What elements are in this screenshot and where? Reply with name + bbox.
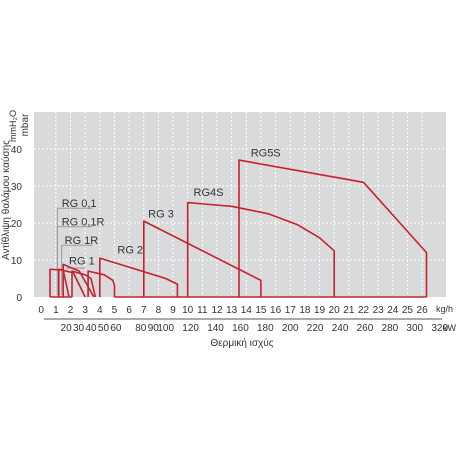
series-curve-rg-0-1 [49, 268, 70, 298]
x-tick-label-kgh-11: 11 [197, 305, 208, 316]
series-label-0: RG 0,1 [62, 198, 97, 210]
x-tick-label-kgh-0: 0 [38, 305, 44, 316]
y-tick-label-0: 0 [16, 293, 22, 304]
x-tick-label-kgh-18: 18 [299, 305, 311, 316]
x-tick-label-kw-16: 280 [382, 323, 399, 334]
x-tick-label-kgh-24: 24 [387, 305, 399, 316]
series-label-6: RG 3 [148, 208, 174, 220]
x-tick-label-kgh-1: 1 [53, 305, 59, 316]
x-tick-label-kgh-22: 22 [358, 305, 370, 316]
x-tick-label-kgh-14: 14 [241, 305, 253, 316]
x-tick-label-kgh-9: 9 [170, 305, 176, 316]
x-tick-label-kw-14: 240 [332, 323, 349, 334]
x-tick-label-kgh-13: 13 [226, 305, 238, 316]
series-label-4: RG 2 [117, 244, 143, 256]
x-tick-label-kgh-5: 5 [112, 305, 118, 316]
x-tick-label-kw-12: 200 [282, 323, 299, 334]
x-axis-title: Θερμική ισχύς [210, 337, 273, 349]
x-tick-label-kgh-20: 20 [329, 305, 341, 316]
series-curve-rg-1r [62, 263, 95, 298]
x-tick-label-kgh-17: 17 [285, 305, 297, 316]
x-tick-label-kgh-23: 23 [373, 305, 385, 316]
series-curve-rg-3 [143, 220, 262, 297]
x-tick-label-kw-7: 100 [157, 323, 174, 334]
x-tick-label-kgh-3: 3 [82, 305, 88, 316]
y-axis-title: Αντίθλιψη θαλάμου καύσης [0, 140, 12, 260]
x-tick-label-kw-9: 140 [207, 323, 224, 334]
x-tick-label-kw-17: 300 [406, 323, 423, 334]
x-tick-labels-kgh: 0 1 2 3 4 5 6 7 8 9 10 11 12 13 14 15 16 17 18 19 20 21 22 23 24… [38, 305, 428, 316]
x-tick-label-kgh-4: 4 [97, 305, 103, 316]
x-tick-label-kgh-25: 25 [402, 305, 414, 316]
y-tick-labels: 0 10 20 30 40 [11, 145, 23, 304]
series-group [49, 159, 428, 298]
series-label-8: RG5S [251, 147, 281, 159]
y-tick-label-2: 20 [11, 219, 23, 230]
x-tick-label-kw-8: 120 [182, 323, 199, 334]
y-unit-mmh2o: mmH₂O [8, 110, 18, 142]
series-curve-rg-0-1r [58, 268, 86, 298]
x-tick-label-kw-10: 160 [232, 323, 249, 334]
x-tick-label-kgh-15: 15 [255, 305, 267, 316]
x-tick-label-kgh-16: 16 [270, 305, 282, 316]
x-tick-label-kw-18: 320 [431, 323, 448, 334]
series-curve-rg4s [186, 201, 335, 297]
series-curve-unnamed-5 [99, 257, 179, 297]
x-tick-label-kgh-10: 10 [182, 305, 194, 316]
x-tick-label-kw-4: 60 [110, 323, 122, 334]
x-tick-label-kgh-12: 12 [211, 305, 223, 316]
x-unit-kw: kW [443, 323, 457, 333]
x-tick-label-kgh-21: 21 [343, 305, 355, 316]
x-tick-label-kgh-6: 6 [126, 305, 132, 316]
x-tick-label-kgh-7: 7 [141, 305, 147, 316]
x-tick-label-kw-13: 220 [307, 323, 324, 334]
x-tick-label-kgh-19: 19 [314, 305, 326, 316]
series-label-2: RG 1R [65, 235, 99, 247]
series-label-3: RG 1 [69, 255, 95, 267]
series-labels: RG 0,1 RG 0,1R RG 1R RG 1 RG 2 RG 3 RG4S RG5S [62, 147, 281, 267]
series-curve-rg5s [238, 159, 428, 297]
x-tick-label-kw-15: 260 [357, 323, 374, 334]
plot-background [34, 112, 446, 297]
x-tick-label-kw-5: 80 [135, 323, 147, 334]
y-tick-label-3: 30 [11, 182, 23, 193]
series-label-1: RG 0,1R [62, 217, 105, 229]
grid [34, 112, 446, 297]
series-label-7: RG4S [194, 187, 224, 199]
x-tick-label-kw-1: 30 [73, 323, 85, 334]
x-unit-kgh: kg/h [436, 304, 453, 314]
series-curve-rg-2 [87, 270, 116, 297]
x-tick-label-kw-3: 50 [98, 323, 110, 334]
label-connectors [56, 207, 93, 296]
x-tick-label-kgh-8: 8 [156, 305, 162, 316]
series-curve-rg-1 [71, 270, 97, 298]
x-tick-label-kw-0: 20 [61, 323, 73, 334]
x-tick-label-kgh-2: 2 [68, 305, 74, 316]
y-tick-label-1: 10 [11, 256, 23, 267]
y-tick-label-4: 40 [11, 145, 23, 156]
x-tick-label-kw-2: 40 [85, 323, 97, 334]
x-tick-label-kgh-26: 26 [417, 305, 429, 316]
x-tick-label-kw-11: 180 [257, 323, 274, 334]
y-unit-mbar: mbar [20, 113, 31, 136]
x-tick-label-kw-6: 90 [148, 323, 160, 334]
